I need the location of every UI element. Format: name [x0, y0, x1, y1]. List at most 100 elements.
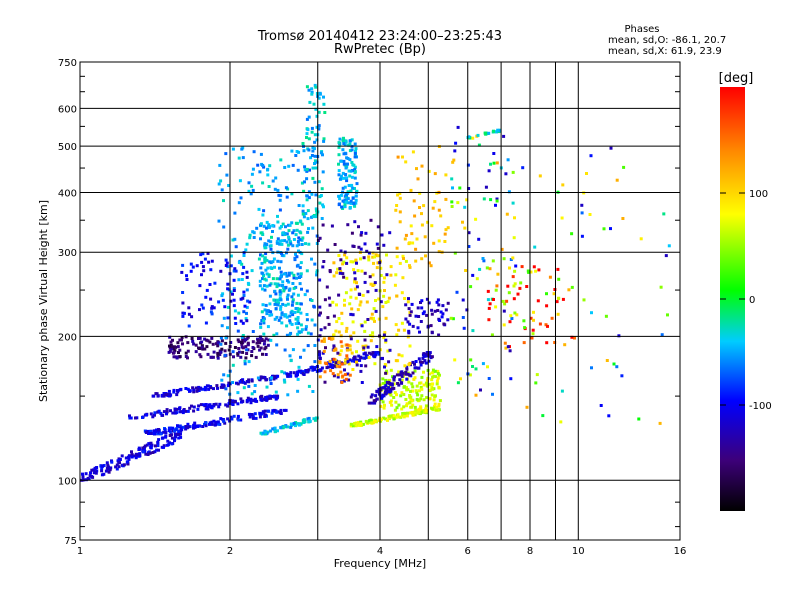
data-point	[280, 239, 284, 243]
data-point	[256, 376, 260, 380]
data-point	[512, 236, 516, 240]
data-point	[462, 326, 466, 330]
data-point	[599, 404, 603, 407]
data-point	[313, 262, 317, 266]
data-point	[384, 378, 388, 382]
data-point	[389, 368, 393, 372]
data-point	[412, 377, 416, 381]
data-point	[418, 330, 421, 334]
data-point	[394, 415, 398, 419]
data-point	[374, 309, 378, 313]
data-point	[259, 322, 263, 326]
data-point	[274, 292, 278, 296]
data-point	[279, 260, 283, 264]
data-point	[363, 242, 367, 246]
data-point	[217, 405, 221, 409]
data-point	[198, 336, 202, 340]
data-point	[216, 352, 220, 356]
data-point	[181, 291, 185, 294]
y-tick-label: 400	[58, 188, 77, 199]
data-point	[414, 389, 418, 393]
data-point	[481, 257, 485, 260]
data-point	[427, 359, 431, 363]
data-point	[404, 370, 408, 374]
data-point	[162, 392, 166, 395]
data-point	[251, 188, 255, 192]
x-tick-label: 16	[674, 546, 687, 557]
data-point	[370, 421, 374, 425]
data-point	[427, 301, 431, 305]
data-point	[382, 416, 386, 420]
data-point	[409, 395, 413, 399]
data-point	[423, 359, 427, 363]
data-point	[118, 458, 122, 461]
data-point	[227, 184, 231, 187]
data-point	[201, 347, 205, 351]
data-point	[396, 413, 400, 417]
data-point	[280, 321, 284, 325]
data-point	[229, 401, 233, 405]
data-point	[305, 318, 309, 322]
data-point	[285, 295, 289, 299]
data-point	[481, 362, 485, 366]
data-point	[285, 274, 289, 278]
data-point	[304, 327, 308, 331]
data-point	[387, 390, 391, 394]
data-point	[340, 362, 344, 366]
data-point	[506, 158, 510, 162]
data-point	[436, 376, 440, 380]
data-point	[269, 240, 273, 244]
data-point	[322, 260, 326, 263]
data-point	[396, 193, 400, 197]
data-point	[264, 337, 268, 341]
data-point	[406, 335, 410, 339]
data-point	[427, 169, 431, 173]
data-point	[173, 439, 176, 443]
data-point	[292, 292, 296, 296]
data-point	[400, 374, 404, 378]
data-point	[226, 326, 229, 330]
data-point	[492, 161, 496, 165]
data-point	[469, 358, 473, 362]
data-point	[223, 349, 227, 353]
data-point	[503, 341, 507, 345]
data-point	[244, 248, 248, 252]
data-point	[179, 387, 183, 391]
data-point	[231, 147, 235, 151]
data-point	[217, 219, 221, 223]
data-point	[372, 316, 375, 320]
data-point	[245, 275, 249, 279]
data-point	[397, 415, 401, 419]
data-point	[240, 278, 244, 281]
data-point	[163, 428, 167, 432]
data-point	[512, 284, 516, 288]
data-point	[338, 267, 342, 271]
data-point	[180, 338, 183, 342]
data-point	[272, 298, 276, 302]
data-point	[377, 392, 381, 396]
chart-title: Tromsø 20140412 23:24:00–23:25:43	[257, 29, 502, 44]
data-point	[286, 393, 290, 397]
data-point	[300, 238, 304, 242]
data-point	[102, 472, 106, 476]
data-point	[208, 405, 212, 408]
data-point	[219, 336, 223, 340]
data-point	[487, 377, 491, 380]
data-point	[521, 166, 525, 170]
data-point	[322, 337, 326, 341]
data-point	[354, 194, 358, 198]
data-point	[237, 156, 241, 160]
data-point	[467, 187, 471, 190]
data-point	[405, 404, 408, 408]
data-point	[604, 314, 608, 318]
data-point	[339, 349, 343, 353]
data-point	[148, 451, 152, 455]
data-point	[151, 451, 155, 454]
data-point	[351, 359, 355, 363]
data-point	[219, 269, 223, 273]
data-point	[128, 414, 131, 418]
data-point	[319, 368, 323, 372]
data-point	[92, 471, 96, 475]
data-point	[425, 378, 429, 382]
data-point	[294, 307, 298, 310]
